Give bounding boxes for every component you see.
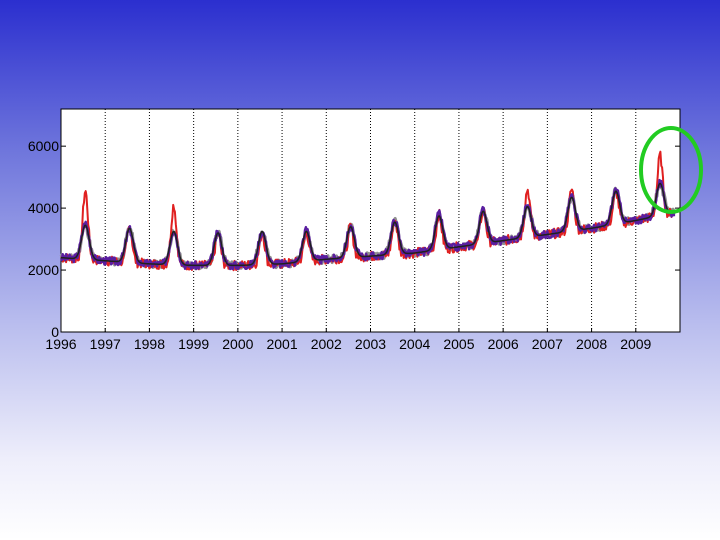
x-tick-label-2000: 2000 bbox=[222, 336, 253, 352]
y-axis: 0 2000 4000 6000 bbox=[28, 138, 680, 340]
x-tick-label-2009: 2009 bbox=[620, 336, 651, 352]
x-tick-label-2003: 2003 bbox=[355, 336, 386, 352]
x-tick-label-1997: 1997 bbox=[90, 336, 121, 352]
y-tick-label-4000: 4000 bbox=[28, 200, 59, 216]
x-tick-label-2004: 2004 bbox=[399, 336, 430, 352]
x-tick-label-2006: 2006 bbox=[488, 336, 519, 352]
x-tick-label-1998: 1998 bbox=[134, 336, 165, 352]
y-tick-label-6000: 6000 bbox=[28, 138, 59, 154]
x-tick-label-2005: 2005 bbox=[443, 336, 474, 352]
x-tick-label-1999: 1999 bbox=[178, 336, 209, 352]
series-layer bbox=[59, 150, 676, 272]
y-tick-label-2000: 2000 bbox=[28, 262, 59, 278]
x-tick-label-2001: 2001 bbox=[266, 336, 297, 352]
highlight-circle bbox=[639, 126, 703, 214]
x-tick-label-1996: 1996 bbox=[45, 336, 76, 352]
x-tick-label-2002: 2002 bbox=[311, 336, 342, 352]
x-tick-label-2008: 2008 bbox=[576, 336, 607, 352]
series-model bbox=[61, 182, 675, 267]
x-tick-label-2007: 2007 bbox=[532, 336, 563, 352]
series-purple bbox=[60, 178, 676, 271]
x-axis: 1996 1997 1998 1999 2000 2001 2002 2003 2004 2005… bbox=[45, 328, 652, 352]
y-tick-label-0: 0 bbox=[51, 324, 59, 340]
